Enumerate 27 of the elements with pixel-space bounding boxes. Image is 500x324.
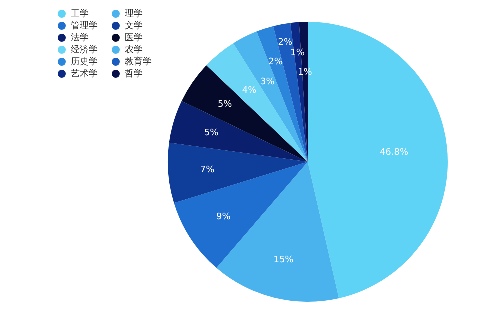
legend-label: 哲学 [125,68,143,80]
legend-label: 工学 [71,8,89,20]
data-label: 15% [274,255,294,266]
data-label: 5% [204,128,220,138]
data-label: 46.8% [380,148,409,158]
data-label: 2% [278,38,293,48]
legend-label: 历史学 [71,56,98,68]
legend-label: 文学 [125,20,143,32]
legend-label: 法学 [71,32,89,44]
pie-slice [169,101,308,162]
data-label: 4% [242,86,258,96]
pie-slice [216,162,340,302]
data-label: 3% [260,77,276,88]
data-label: 1% [290,48,306,59]
legend-label: 理学 [125,8,143,20]
data-label: 5% [218,100,233,110]
legend-label: 艺术学 [71,68,98,80]
legend-label: 教育学 [125,56,152,68]
legend-label: 医学 [125,32,143,44]
legend-label: 农学 [125,44,143,56]
legend-label: 经济学 [71,44,98,56]
pie-slice [168,142,308,204]
data-label: 7% [200,166,216,176]
pie-slice [174,162,308,268]
data-label: 9% [216,212,232,223]
legend-label: 管理学 [71,20,98,32]
data-label: 2% [268,58,284,68]
